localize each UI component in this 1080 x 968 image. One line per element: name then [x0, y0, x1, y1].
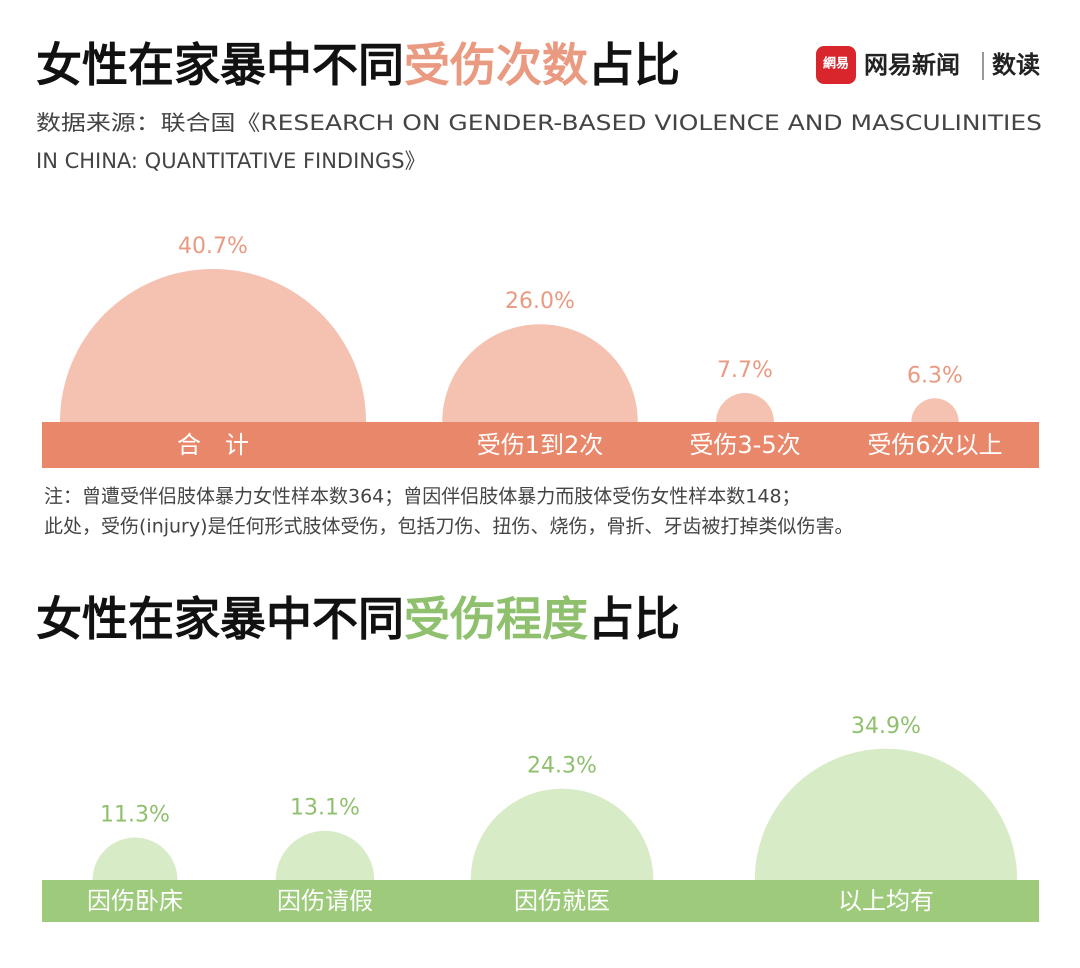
title-part: 占比 — [588, 38, 680, 92]
category-label: 受伤3-5次 — [689, 431, 800, 459]
category-label: 受伤1到2次 — [477, 431, 604, 459]
semicircle — [716, 393, 774, 422]
chart-title: 女性在家暴中不同受伤程度占比 — [36, 592, 680, 646]
logo-section: 数读 — [992, 51, 1040, 79]
note-line: 此处，受伤(injury)是任何形式肢体受伤，包括刀伤、扭伤、烧伤，骨折、牙齿被… — [44, 516, 854, 538]
semicircle — [911, 398, 959, 422]
category-label: 因伤请假 — [277, 887, 373, 915]
source-line: IN CHINA: QUANTITATIVE FINDINGS》 — [36, 149, 426, 173]
value-label: 7.7% — [717, 358, 773, 383]
semicircle — [442, 324, 638, 422]
semicircle — [275, 830, 375, 880]
value-label: 24.3% — [527, 754, 597, 779]
value-label: 26.0% — [505, 289, 575, 314]
category-label: 因伤卧床 — [87, 887, 183, 915]
semicircle — [59, 268, 367, 422]
value-label: 11.3% — [100, 803, 170, 828]
title-part: 女性在家暴中不同 — [36, 38, 404, 92]
category-label: 以上均有 — [838, 887, 934, 915]
title-highlight: 受伤次数 — [404, 38, 588, 92]
value-label: 40.7% — [178, 234, 248, 259]
category-bar — [42, 422, 1039, 468]
category-bar — [42, 880, 1039, 922]
title-part: 占比 — [588, 592, 680, 646]
chart-title: 女性在家暴中不同受伤次数占比 — [36, 38, 680, 92]
semicircle — [92, 837, 178, 880]
source-line: 数据来源：联合国《RESEARCH ON GENDER-BASED VIOLEN… — [36, 111, 1042, 135]
title-part: 女性在家暴中不同 — [36, 592, 404, 646]
logo-icon-text: 網易 — [823, 56, 849, 72]
value-label: 6.3% — [907, 363, 963, 388]
category-label: 合 计 — [177, 431, 249, 459]
category-label: 受伤6次以上 — [867, 431, 1002, 459]
value-label: 13.1% — [290, 796, 360, 821]
title-highlight: 受伤程度 — [404, 592, 588, 646]
logo-icon — [816, 46, 856, 84]
semicircle — [754, 748, 1018, 880]
logo-name: 网易新闻 — [864, 51, 960, 79]
note-line: 注：曾遭受伴侣肢体暴力女性样本数364；曾因伴侣肢体暴力而肢体受伤女性样本数14… — [44, 486, 801, 508]
category-label: 因伤就医 — [514, 887, 610, 915]
semicircle — [470, 788, 654, 880]
value-label: 34.9% — [851, 714, 921, 739]
